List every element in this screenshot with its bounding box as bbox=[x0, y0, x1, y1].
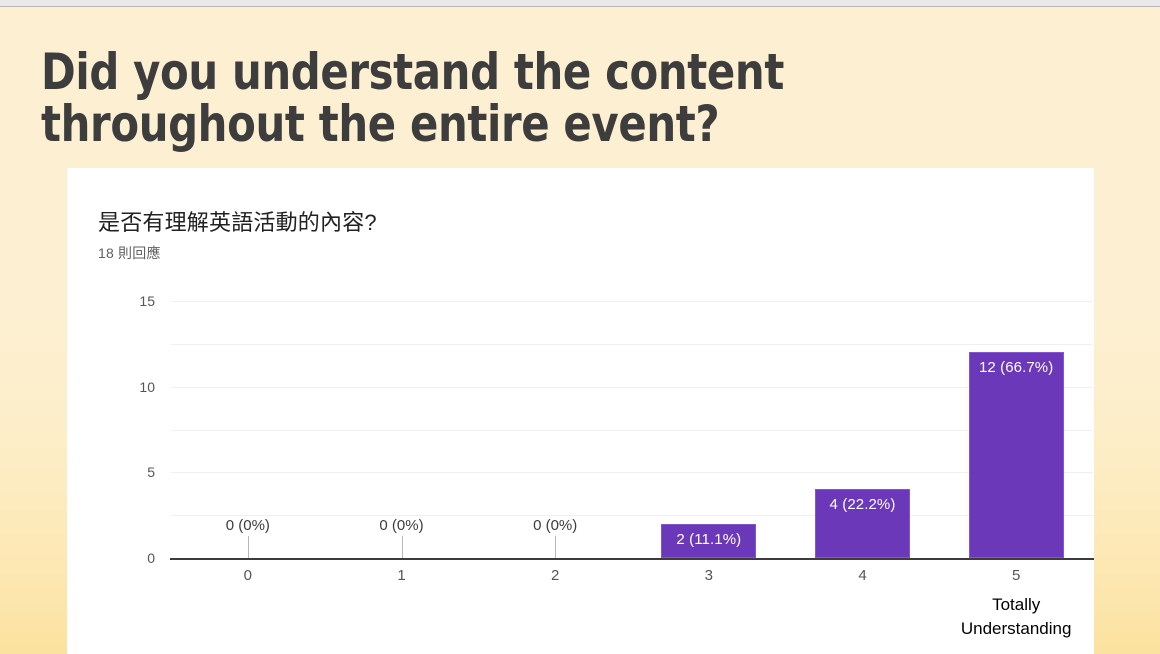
chart-response-count: 18 則回應 bbox=[98, 245, 161, 261]
gridline bbox=[171, 472, 1093, 474]
x-axis-tick-label: 4 bbox=[858, 567, 867, 584]
y-axis-tick-label: 5 bbox=[147, 464, 155, 481]
zero-value-tick bbox=[555, 536, 557, 558]
x-axis-tick-label: 5 bbox=[1011, 567, 1021, 584]
slide-canvas: Did you understand the content throughou… bbox=[0, 7, 1160, 654]
bar[interactable]: 12 (66.7%) bbox=[968, 352, 1064, 558]
y-axis-tick-label: 0 bbox=[147, 550, 155, 566]
gridline bbox=[171, 429, 1093, 431]
x-axis-annotation: Totally Understanding bbox=[960, 595, 1072, 638]
chart-card: 是否有理解英語活動的內容? 18 則回應 0 5 10 15 0 (0%) 0 (0%)… bbox=[67, 168, 1094, 654]
bar[interactable]: 2 (11.1%) bbox=[661, 523, 757, 558]
bar-value-label: 0 (0%) bbox=[225, 517, 270, 534]
bar-value-label: 12 (66.7%) bbox=[978, 359, 1054, 377]
zero-value-tick bbox=[247, 536, 249, 558]
y-axis-tick-label: 15 bbox=[139, 293, 155, 309]
bar-value-label: 2 (11.1%) bbox=[676, 530, 742, 548]
chart-title: 是否有理解英語活動的內容? bbox=[98, 210, 377, 235]
x-axis-tick-label: 1 bbox=[397, 567, 406, 584]
page-title: Did you understand the content throughou… bbox=[41, 43, 799, 153]
plot-area: 0 (0%) 0 (0%) 0 (0%) 2 (11.1%) 4 (22.2%) 12 (… bbox=[170, 301, 1094, 560]
gridline bbox=[171, 343, 1093, 345]
bar-value-label: 0 (0%) bbox=[533, 517, 578, 534]
zero-value-tick bbox=[401, 536, 403, 558]
x-axis-tick-label: 2 bbox=[550, 567, 560, 584]
x-axis-tick-label: 3 bbox=[704, 567, 713, 584]
gridline bbox=[171, 301, 1093, 302]
x-axis-line bbox=[170, 558, 1094, 560]
gridline bbox=[171, 515, 1093, 517]
bar-value-label: 4 (22.2%) bbox=[829, 496, 896, 514]
gridline bbox=[171, 386, 1093, 388]
bar[interactable]: 4 (22.2%) bbox=[815, 489, 910, 558]
x-axis-tick-label: 0 bbox=[243, 567, 252, 584]
window-top-bar bbox=[0, 0, 1160, 7]
bar-value-label: 0 (0%) bbox=[379, 517, 424, 534]
y-axis-tick-label: 10 bbox=[139, 378, 155, 395]
